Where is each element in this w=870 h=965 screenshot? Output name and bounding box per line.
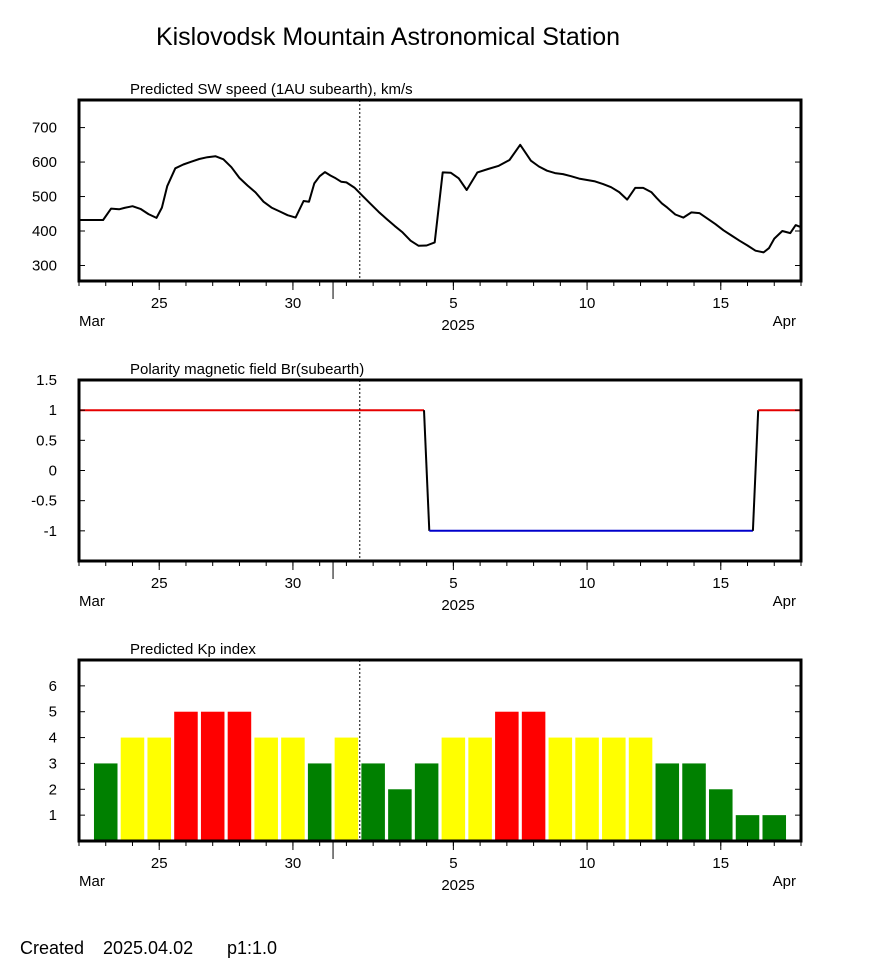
y-tick-label: 600	[32, 154, 57, 171]
plot-frame	[77, 378, 803, 563]
kp-bar	[655, 763, 680, 841]
x-tick-label: 10	[579, 295, 596, 312]
x-tick-label: 25	[151, 575, 168, 592]
panel-title: Predicted Kp index	[130, 641, 256, 658]
series-line	[751, 410, 760, 531]
kp-bar	[174, 711, 198, 841]
x-tick-label: 5	[449, 295, 457, 312]
x-tick-label: 30	[285, 575, 302, 592]
x-tick-label: 30	[285, 295, 302, 312]
panel-3: Predicted Kp index 1 2 3 4 5 6 25 30 5 10 15 Mar Apr 2…	[49, 641, 803, 894]
kp-bar	[628, 737, 653, 841]
kp-bar	[254, 737, 278, 841]
y-tick-label: 0	[49, 463, 57, 480]
kp-bar	[735, 815, 760, 841]
plot-area	[79, 409, 801, 532]
kp-bar	[682, 763, 706, 841]
y-tick-label: 300	[32, 257, 57, 274]
month-label-left: Mar	[79, 313, 105, 330]
kp-bar	[548, 737, 573, 841]
x-tick-label: 15	[712, 575, 729, 592]
kp-bar	[441, 737, 466, 841]
kp-bar	[120, 737, 145, 841]
y-tick-label: 3	[49, 755, 57, 772]
plot-frame	[77, 98, 803, 283]
plot-area	[93, 711, 787, 841]
x-tick-label: 15	[712, 295, 729, 312]
y-tick-label: 1.5	[36, 372, 57, 389]
kp-bar	[93, 763, 118, 841]
x-tick-label: 10	[579, 575, 596, 592]
panel-title: Polarity magnetic field Br(subearth)	[130, 361, 364, 378]
x-tick-label: 5	[449, 855, 457, 872]
kp-bar	[709, 789, 733, 841]
created-label: Created	[20, 938, 84, 958]
version-label: p1:1.0	[227, 938, 277, 958]
x-tick-label: 10	[579, 855, 596, 872]
y-tick-label: 6	[49, 678, 57, 695]
panel-2: Polarity magnetic field Br(subearth) 1.5 1…	[31, 361, 803, 614]
kp-bar	[281, 737, 305, 841]
y-tick-label: 4	[49, 730, 57, 747]
kp-bar	[307, 763, 332, 841]
year-label: 2025	[441, 877, 474, 894]
y-tick-label: 700	[32, 120, 57, 137]
kp-bar	[495, 711, 519, 841]
panel-1: Predicted SW speed (1AU subearth), km/s 3…	[32, 81, 803, 334]
x-tick-label: 30	[285, 855, 302, 872]
kp-bar	[762, 815, 787, 841]
created-date: 2025.04.02	[103, 938, 193, 958]
kp-bar	[414, 763, 439, 841]
kp-bar	[602, 737, 626, 841]
page-title: Kislovodsk Mountain Astronomical Station	[156, 23, 620, 51]
y-tick-label: 500	[32, 189, 57, 206]
month-label-right: Apr	[773, 593, 796, 610]
y-tick-label: 1	[49, 402, 57, 419]
month-label-left: Mar	[79, 873, 105, 890]
y-tick-label: 5	[49, 704, 57, 721]
x-tick-label: 5	[449, 575, 457, 592]
chart-panels: Predicted SW speed (1AU subearth), km/s 3…	[31, 81, 803, 894]
x-tick-label: 15	[712, 855, 729, 872]
month-label-right: Apr	[773, 873, 796, 890]
y-tick-label: 400	[32, 223, 57, 240]
kp-bar	[521, 711, 546, 841]
panel-title: Predicted SW speed (1AU subearth), km/s	[130, 81, 413, 98]
y-tick-label: -0.5	[31, 493, 57, 510]
kp-bar	[361, 763, 385, 841]
kp-bar	[388, 789, 412, 841]
kp-bar	[227, 711, 252, 841]
series-line	[79, 143, 801, 254]
month-label-left: Mar	[79, 593, 105, 610]
kp-bar	[147, 737, 171, 841]
x-tick-label: 25	[151, 295, 168, 312]
plot-area	[79, 143, 801, 254]
y-tick-label: -1	[44, 523, 57, 540]
x-tick-label: 25	[151, 855, 168, 872]
series-line	[423, 410, 431, 531]
kp-bar	[575, 737, 599, 841]
y-tick-label: 2	[49, 781, 57, 798]
plot-frame	[77, 658, 803, 843]
footer: Created 2025.04.02 p1:1.0	[20, 938, 277, 958]
y-tick-label: 1	[49, 807, 57, 824]
year-label: 2025	[441, 597, 474, 614]
year-label: 2025	[441, 317, 474, 334]
kp-bar	[334, 737, 359, 841]
month-label-right: Apr	[773, 313, 796, 330]
kp-bar	[468, 737, 492, 841]
kp-bar	[200, 711, 225, 841]
y-tick-label: 0.5	[36, 432, 57, 449]
